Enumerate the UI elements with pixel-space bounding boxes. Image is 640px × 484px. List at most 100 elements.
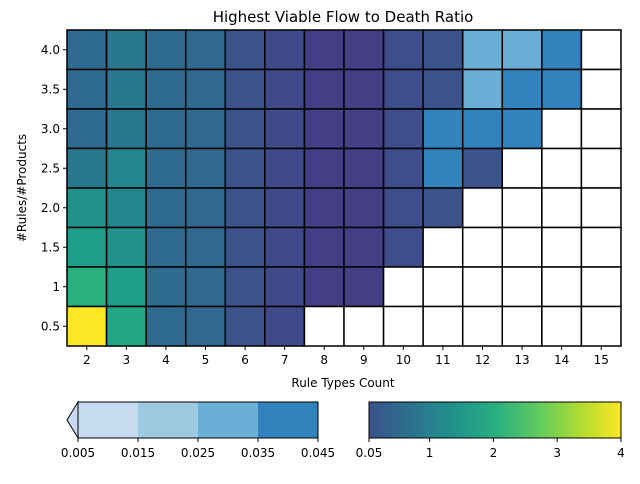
colorbar-low-extend xyxy=(66,400,79,440)
heatmap-cell xyxy=(303,305,345,347)
heatmap-cell xyxy=(461,187,504,229)
heatmap-cell xyxy=(224,226,266,268)
heatmap-cell xyxy=(422,147,464,189)
heatmap-cell xyxy=(184,226,227,268)
y-tick-label: 0.5 xyxy=(41,319,60,333)
chart-title: Highest Viable Flow to Death Ratio xyxy=(213,8,474,26)
heatmap-cell xyxy=(184,147,227,189)
heatmap-cell xyxy=(501,108,543,150)
colorbar-low-segment xyxy=(258,402,318,438)
colorbar-low-tick-label: 0.015 xyxy=(121,446,155,460)
heatmap-cell xyxy=(66,68,108,110)
heatmap-cell xyxy=(461,266,504,308)
heatmap-cell xyxy=(501,226,543,268)
colorbar-low: 0.005 0.015 0.025 0.035 0.045 xyxy=(61,400,335,460)
heatmap-cells xyxy=(66,29,622,347)
heatmap-cell xyxy=(303,226,345,268)
heatmap-cell xyxy=(501,68,543,110)
colorbar-high-tick-label: 4 xyxy=(617,446,625,460)
heatmap-cell xyxy=(145,108,187,150)
heatmap-cell xyxy=(501,147,543,189)
colorbar-low-tick-label: 0.005 xyxy=(61,446,95,460)
heatmap-cell xyxy=(184,108,227,150)
heatmap-cell xyxy=(264,266,306,308)
heatmap-cell xyxy=(145,68,187,110)
heatmap-cell xyxy=(461,29,504,71)
heatmap-cell xyxy=(145,187,187,229)
heatmap-cell xyxy=(343,266,385,308)
x-tick-label: 5 xyxy=(202,353,210,367)
heatmap-cell xyxy=(105,147,147,189)
y-axis-label: #Rules/#Products xyxy=(15,134,29,242)
heatmap-cell xyxy=(264,29,306,71)
heatmap-cell xyxy=(580,305,622,347)
heatmap-cell xyxy=(105,305,147,347)
heatmap-cell xyxy=(580,29,622,71)
heatmap-cell xyxy=(224,266,266,308)
y-tick-label: 4.0 xyxy=(41,43,60,57)
y-tick-label: 2.5 xyxy=(41,161,60,175)
heatmap-cell xyxy=(303,68,345,110)
heatmap-cell xyxy=(541,147,583,189)
colorbar-high-bar xyxy=(368,401,622,439)
y-tick-label: 3.5 xyxy=(41,82,60,96)
x-tick-label: 14 xyxy=(554,353,569,367)
heatmap-cell xyxy=(303,147,345,189)
heatmap-cell xyxy=(343,29,385,71)
heatmap-cell xyxy=(66,187,108,229)
colorbar-high: 0.05 1 2 3 4 xyxy=(356,401,625,460)
heatmap-cell xyxy=(501,305,543,347)
heatmap-cell xyxy=(145,305,187,347)
heatmap-cell xyxy=(422,108,464,150)
heatmap-cell xyxy=(224,147,266,189)
heatmap-cell xyxy=(184,68,227,110)
heatmap-cell xyxy=(541,108,583,150)
heatmap-cell xyxy=(541,187,583,229)
y-tick-label: 3.0 xyxy=(41,122,60,136)
y-tick-label: 2.0 xyxy=(41,201,60,215)
heatmap-cell xyxy=(501,187,543,229)
heatmap-cell xyxy=(422,226,464,268)
x-tick-label: 12 xyxy=(475,353,490,367)
heatmap-cell xyxy=(184,305,227,347)
heatmap-cell xyxy=(382,68,424,110)
x-tick-label: 4 xyxy=(162,353,170,367)
heatmap-cell xyxy=(422,29,464,71)
x-tick-label: 6 xyxy=(241,353,249,367)
heatmap-cell xyxy=(303,187,345,229)
heatmap-cell xyxy=(105,226,147,268)
heatmap-cell xyxy=(541,226,583,268)
heatmap-cell xyxy=(224,29,266,71)
heatmap-cell xyxy=(541,29,583,71)
colorbar-low-segment xyxy=(198,402,258,438)
heatmap-cell xyxy=(461,108,504,150)
colorbar-low-tick-label: 0.035 xyxy=(241,446,275,460)
colorbar-high-tick-label: 2 xyxy=(490,446,498,460)
plot-frame xyxy=(66,29,622,347)
y-axis-ticks: 4.0 3.5 3.0 2.5 2.0 1.5 1 0.5 xyxy=(41,43,67,333)
heatmap-cell xyxy=(264,147,306,189)
heatmap-cell xyxy=(580,68,622,110)
heatmap-cell xyxy=(461,147,504,189)
heatmap-cell xyxy=(343,147,385,189)
y-tick-label: 1.5 xyxy=(41,240,60,254)
x-tick-label: 13 xyxy=(514,353,529,367)
heatmap-cell xyxy=(184,187,227,229)
heatmap-cell xyxy=(422,68,464,110)
heatmap-cell xyxy=(66,108,108,150)
heatmap-cell xyxy=(145,29,187,71)
x-tick-label: 7 xyxy=(281,353,289,367)
colorbar-low-tick-label: 0.045 xyxy=(301,446,335,460)
heatmap-cell xyxy=(343,187,385,229)
heatmap-cell xyxy=(461,68,504,110)
x-tick-label: 8 xyxy=(320,353,328,367)
heatmap-cell xyxy=(303,108,345,150)
heatmap-cell xyxy=(224,68,266,110)
heatmap-cell xyxy=(541,68,583,110)
heatmap-cell xyxy=(580,187,622,229)
heatmap-cell xyxy=(224,305,266,347)
heatmap-cell xyxy=(303,266,345,308)
heatmap-cell xyxy=(343,108,385,150)
heatmap-cell xyxy=(145,147,187,189)
